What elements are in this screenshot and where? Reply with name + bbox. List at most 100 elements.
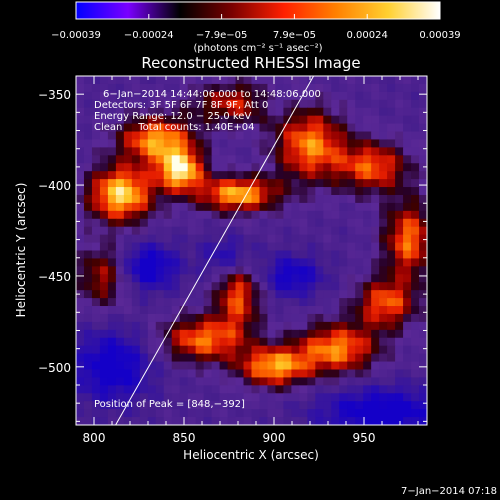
heatmap-cell [123,155,133,164]
heatmap-cell [203,155,213,164]
heatmap-cell [171,99,181,109]
heatmap-cell [355,194,364,204]
heatmap-cell [115,306,125,315]
heatmap-cell [203,385,213,394]
heatmap-cell [163,282,173,291]
heatmap-cell [307,369,316,379]
heatmap-cell [147,163,157,172]
heatmap-cell [99,282,109,291]
heatmap-cell [211,353,221,363]
heatmap-cell [179,409,189,418]
heatmap-cell [219,123,229,133]
heatmap-cell [227,337,237,347]
heatmap-cell [147,202,157,212]
heatmap-cell [195,274,205,283]
heatmap-cell [139,258,149,267]
heatmap-cell [323,274,332,283]
heatmap-cell [227,393,237,402]
heatmap-cell [235,139,245,148]
heatmap-cell [411,266,420,275]
heatmap-cell [299,329,308,339]
heatmap-cell [203,107,213,117]
heatmap-cell [379,401,388,410]
heatmap-cell [243,266,253,275]
heatmap-cell [91,274,101,283]
heatmap-cell [155,385,165,394]
heatmap-cell [123,187,133,196]
heatmap-cell [291,179,300,188]
heatmap-cell [227,321,237,331]
heatmap-cell [331,369,340,379]
heatmap-cell [347,218,356,228]
colorbar-ticks [75,14,441,19]
heatmap-cell [291,401,300,410]
heatmap-cell [235,99,245,109]
heatmap-cell [147,147,157,156]
heatmap-cell [419,353,427,363]
heatmap-cell [147,91,157,101]
heatmap-cell [307,234,316,244]
heatmap-cell [195,298,205,307]
heatmap-cell [363,187,372,196]
heatmap-cell [123,139,133,148]
heatmap-cell [347,99,356,109]
heatmap-cell [107,258,117,267]
heatmap-cell [91,218,101,228]
heatmap-cell [107,218,117,228]
heatmap-cell [355,218,364,228]
heatmap-cell [387,258,396,267]
heatmap-cell [235,123,245,133]
heatmap-cell [299,123,308,133]
colorbar-tick-label: −7.9e−05 [196,30,248,41]
heatmap-cell [243,258,253,267]
heatmap-cell [299,282,308,291]
heatmap-cell [275,274,285,283]
heatmap-cell [339,226,348,236]
heatmap-cell [371,409,380,418]
heatmap-cell [387,123,396,133]
heatmap-cell [299,91,308,101]
heatmap-cell [307,131,316,141]
heatmap-cell [131,361,141,371]
heatmap-cell [187,250,197,260]
heatmap-cell [275,401,285,410]
heatmap-cell [251,353,261,363]
heatmap-cell [315,187,324,196]
heatmap-cell [227,210,237,220]
heatmap-cell [195,115,205,125]
heatmap-cell [227,329,237,339]
heatmap-cell [219,313,229,323]
heatmap-cell [76,234,85,244]
heatmap-cell [403,369,412,379]
heatmap-cell [115,179,125,188]
heatmap-cell [155,321,165,331]
heatmap-cell [387,361,396,371]
heatmap-cell [171,91,181,101]
heatmap-cell [411,202,420,212]
heatmap-cell [275,353,285,363]
colorbar [75,1,441,20]
heatmap-cell [243,369,253,379]
heatmap-cell [395,250,404,260]
heatmap-cell [83,83,93,93]
heatmap-cell [347,147,356,156]
heatmap-cell [283,202,292,212]
heatmap-cell [291,91,300,101]
heatmap-cell [411,353,420,363]
heatmap-cell [195,234,205,244]
heatmap-cell [139,417,149,425]
colorbar-tick-label: 7.9e−05 [273,30,316,41]
heatmap-cell [275,179,285,188]
y-axis-ticks [76,75,427,422]
heatmap-cell [115,401,125,410]
heatmap-cell [419,377,427,386]
heatmap-cell [275,210,285,220]
heatmap-cell [331,298,340,307]
heatmap-cell [299,179,308,188]
heatmap-cell [291,290,300,299]
heatmap-cell [315,155,324,164]
heatmap-cell [123,306,133,315]
heatmap-cell [235,91,245,101]
heatmap-cell [323,91,332,101]
heatmap-cell [243,417,253,425]
